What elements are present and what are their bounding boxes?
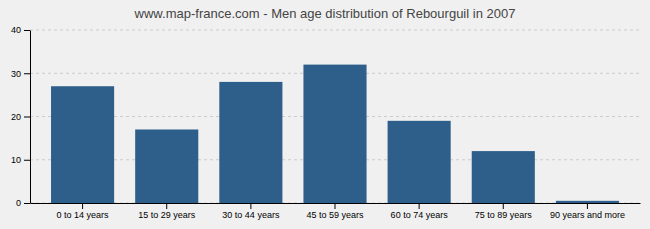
x-tick: 75 to 89 years (475, 203, 533, 220)
x-tick-mark (166, 203, 167, 209)
x-tick-label: 45 to 59 years (306, 210, 364, 220)
y-tick-label: 0 (16, 198, 21, 208)
x-tick-label: 90 years and more (550, 210, 625, 220)
y-tick-mark (24, 203, 30, 204)
y-axis-line (30, 31, 31, 204)
y-tick-label: 10 (11, 155, 21, 165)
title: www.map-france.com - Men age distributio… (134, 6, 516, 21)
bars (51, 65, 619, 203)
x-tick: 45 to 59 years (306, 203, 364, 220)
bar (219, 82, 282, 203)
y-axis: 0 10 20 30 40 (11, 25, 31, 208)
bar (388, 121, 451, 203)
grid (30, 30, 640, 203)
x-tick-label: 30 to 44 years (222, 210, 280, 220)
y-tick: 30 (11, 69, 30, 79)
bar (135, 129, 198, 203)
x-tick-mark (250, 203, 251, 209)
grid-line (30, 30, 640, 31)
bar (472, 151, 535, 203)
x-tick: 30 to 44 years (222, 203, 280, 220)
bar (556, 201, 619, 203)
y-tick-mark (24, 73, 30, 74)
x-tick-mark (82, 203, 83, 209)
plot: 0 to 14 years 15 to 29 years 30 to 44 year… (11, 25, 641, 220)
bar (303, 65, 366, 203)
y-tick-label: 40 (11, 25, 21, 35)
y-tick: 20 (11, 112, 30, 122)
x-axis: 0 to 14 years 15 to 29 years 30 to 44 year… (31, 203, 641, 220)
y-tick-mark (24, 117, 30, 118)
y-tick: 0 (16, 198, 30, 208)
x-tick: 0 to 14 years (57, 203, 110, 220)
x-tick: 60 to 74 years (391, 203, 449, 220)
x-tick-label: 60 to 74 years (391, 210, 449, 220)
y-tick: 40 (11, 25, 30, 35)
x-tick-mark (335, 203, 336, 209)
y-tick-mark (24, 160, 30, 161)
x-tick-mark (503, 203, 504, 209)
y-tick-mark (24, 30, 30, 31)
x-tick: 90 years and more (550, 203, 625, 220)
x-tick: 15 to 29 years (138, 203, 196, 220)
bar (51, 86, 114, 203)
y-tick-label: 30 (11, 69, 21, 79)
y-tick-label: 20 (11, 112, 21, 122)
x-tick-mark (419, 203, 420, 209)
y-tick: 10 (11, 155, 30, 165)
x-tick-label: 75 to 89 years (475, 210, 533, 220)
x-tick-label: 15 to 29 years (138, 210, 196, 220)
x-tick-label: 0 to 14 years (57, 210, 110, 220)
x-tick-mark (587, 203, 588, 209)
chart: www.map-france.com - Men age distributio… (0, 0, 650, 229)
